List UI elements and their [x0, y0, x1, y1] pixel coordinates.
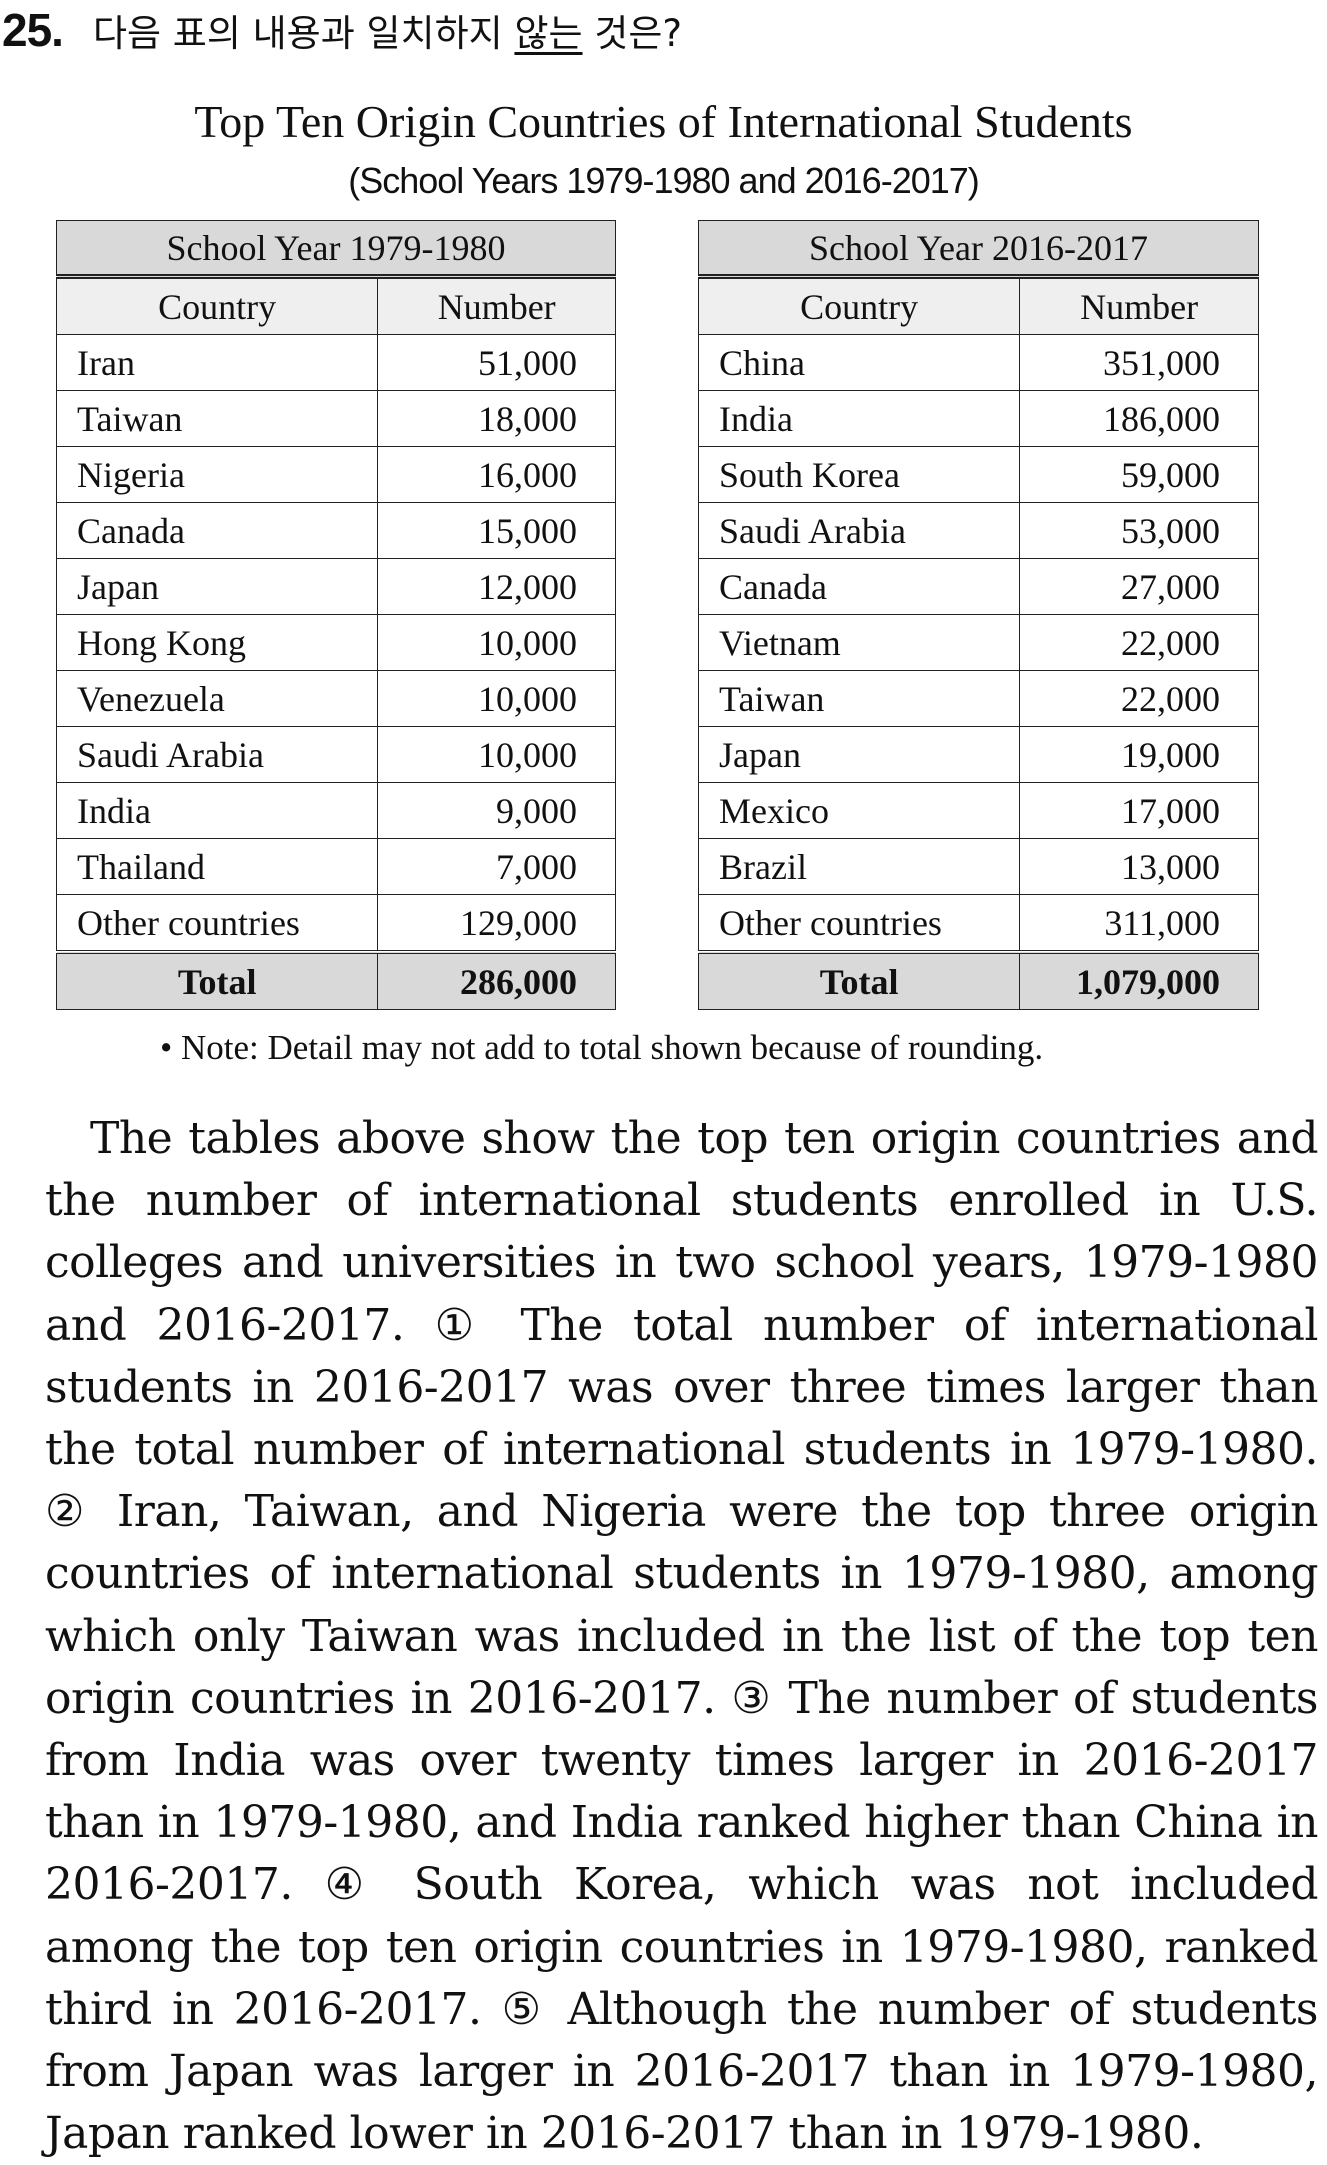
number-cell: 129,000 — [377, 894, 616, 953]
table-row: Japan 12,000 — [55, 558, 616, 615]
number-cell: 12,000 — [377, 558, 616, 615]
table-2016-2017: School Year 2016-2017 Country Number Chi… — [697, 220, 1259, 1010]
number-cell: 10,000 — [377, 670, 616, 727]
table-row: Japan 19,000 — [697, 726, 1259, 783]
number-cell: 19,000 — [1019, 726, 1259, 783]
number-cell: 186,000 — [1019, 390, 1259, 447]
total-row: Total 286,000 — [55, 950, 616, 1010]
question-text-underlined: 않는 — [514, 12, 583, 55]
country-cell: Venezuela — [55, 670, 379, 727]
country-cell: Saudi Arabia — [697, 502, 1021, 559]
country-cell: Iran — [55, 334, 379, 391]
number-cell: 51,000 — [377, 334, 616, 391]
number-cell: 53,000 — [1019, 502, 1259, 559]
table-body: Iran 51,000 Taiwan 18,000 Nigeria 16,000 Canad… — [55, 334, 616, 1010]
number-cell: 22,000 — [1019, 614, 1259, 671]
column-header-number: Number — [1019, 276, 1259, 335]
total-label: Total — [55, 950, 379, 1010]
country-cell: China — [697, 334, 1021, 391]
total-value: 1,079,000 — [1019, 950, 1259, 1010]
table-subtitle: (School Years 1979-1980 and 2016-2017) — [348, 160, 980, 201]
number-cell: 351,000 — [1019, 334, 1259, 391]
country-cell: Saudi Arabia — [55, 726, 379, 783]
number-cell: 22,000 — [1019, 670, 1259, 727]
column-header-country: Country — [55, 276, 379, 335]
total-row: Total 1,079,000 — [697, 950, 1259, 1010]
table-row: China 351,000 — [697, 334, 1259, 391]
number-cell: 10,000 — [377, 726, 616, 783]
table-row: Thailand 7,000 — [55, 838, 616, 895]
column-header-country: Country — [697, 276, 1021, 335]
country-cell: South Korea — [697, 446, 1021, 503]
table-row: Other countries 311,000 — [697, 894, 1259, 953]
country-cell: Thailand — [55, 838, 379, 895]
table-heading: School Year 2016-2017 — [698, 220, 1259, 279]
country-cell: Other countries — [55, 894, 379, 953]
table-row: Vietnam 22,000 — [697, 614, 1259, 671]
passage: The tables above show the top ten origin… — [45, 1108, 1319, 2165]
country-cell: Taiwan — [697, 670, 1021, 727]
passage-text: The tables above show the top ten origin… — [45, 1113, 1319, 2160]
question-number: 25. — [2, 4, 64, 56]
country-cell: India — [697, 390, 1021, 447]
table-row: Canada 27,000 — [697, 558, 1259, 615]
table-row: Nigeria 16,000 — [55, 446, 616, 503]
number-cell: 15,000 — [377, 502, 616, 559]
table-row: Mexico 17,000 — [697, 782, 1259, 839]
number-cell: 17,000 — [1019, 782, 1259, 839]
question-prompt: 다음 표의 내용과 일치하지 않는 것은? — [93, 3, 682, 57]
table-1979-1980: School Year 1979-1980 Country Number Ira… — [55, 220, 616, 1010]
number-cell: 13,000 — [1019, 838, 1259, 895]
question-text-before: 다음 표의 내용과 일치하지 — [92, 12, 515, 55]
country-cell: India — [55, 782, 379, 839]
table-row: South Korea 59,000 — [697, 446, 1259, 503]
table-row: India 186,000 — [697, 390, 1259, 447]
number-cell: 10,000 — [377, 614, 616, 671]
number-cell: 7,000 — [377, 838, 616, 895]
table-row: Saudi Arabia 53,000 — [697, 502, 1259, 559]
number-cell: 16,000 — [377, 446, 616, 503]
table-note: • Note: Detail may not add to total show… — [160, 1028, 1044, 1067]
table-body: China 351,000 India 186,000 South Korea 59,00… — [697, 334, 1259, 1010]
country-cell: Vietnam — [697, 614, 1021, 671]
number-cell: 311,000 — [1019, 894, 1259, 953]
country-cell: Brazil — [697, 838, 1021, 895]
total-label: Total — [697, 950, 1021, 1010]
question-text-after: 것은? — [582, 12, 683, 55]
country-cell: Canada — [55, 502, 379, 559]
table-row: India 9,000 — [55, 782, 616, 839]
number-cell: 59,000 — [1019, 446, 1259, 503]
country-cell: Nigeria — [55, 446, 379, 503]
table-row: Other countries 129,000 — [55, 894, 616, 953]
number-cell: 27,000 — [1019, 558, 1259, 615]
number-cell: 9,000 — [377, 782, 616, 839]
table-row: Taiwan 18,000 — [55, 390, 616, 447]
total-value: 286,000 — [377, 950, 616, 1010]
column-header-number: Number — [377, 276, 616, 335]
country-cell: Canada — [697, 558, 1021, 615]
table-row: Brazil 13,000 — [697, 838, 1259, 895]
country-cell: Japan — [55, 558, 379, 615]
country-cell: Taiwan — [55, 390, 379, 447]
table-row: Saudi Arabia 10,000 — [55, 726, 616, 783]
table-row: Hong Kong 10,000 — [55, 614, 616, 671]
table-row: Venezuela 10,000 — [55, 670, 616, 727]
country-cell: Hong Kong — [55, 614, 379, 671]
table-row: Iran 51,000 — [55, 334, 616, 391]
table-row: Taiwan 22,000 — [697, 670, 1259, 727]
table-heading: School Year 1979-1980 — [56, 220, 616, 279]
country-cell: Other countries — [697, 894, 1021, 953]
table-row: Canada 15,000 — [55, 502, 616, 559]
table-title: Top Ten Origin Countries of Internationa… — [194, 96, 1133, 147]
country-cell: Mexico — [697, 782, 1021, 839]
question-header: 25. 다음 표의 내용과 일치하지 않는 것은? — [0, 0, 682, 60]
country-cell: Japan — [697, 726, 1021, 783]
number-cell: 18,000 — [377, 390, 616, 447]
